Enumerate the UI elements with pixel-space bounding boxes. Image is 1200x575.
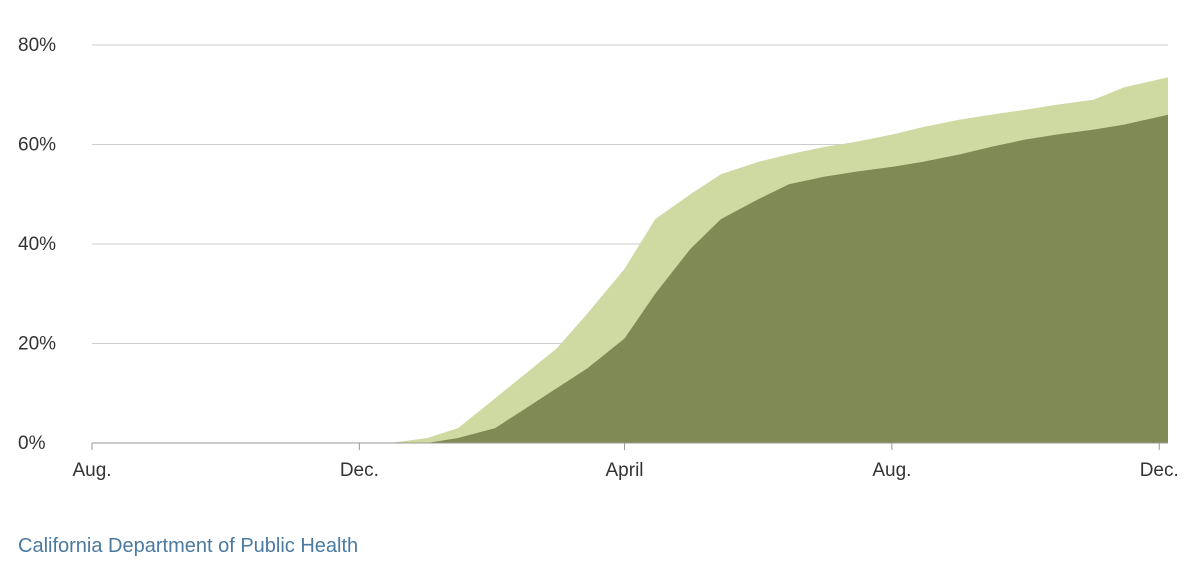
vaccination-area-chart: 0% 20% 40% 60% 80% Aug. Dec. April Aug. Dec. (18, 35, 1179, 481)
x-tick-label-2: April (606, 460, 644, 481)
y-tick-label-20: 20% (18, 334, 56, 355)
y-tick-label-60: 60% (18, 135, 56, 156)
area-series (390, 77, 1168, 444)
x-tick-label-4: Dec. (1140, 460, 1179, 481)
x-tick-label-1: Dec. (340, 460, 379, 481)
area-series-2 (427, 114, 1168, 443)
x-axis (91, 442, 1168, 450)
y-tick-label-80: 80% (18, 35, 56, 56)
x-axis-labels: Aug. Dec. April Aug. Dec. (72, 460, 1178, 481)
y-tick-label-40: 40% (18, 234, 56, 255)
x-tick-label-0: Aug. (72, 460, 111, 481)
y-tick-label-0: 0% (18, 433, 46, 454)
x-tick-label-3: Aug. (872, 460, 911, 481)
source-credit: California Department of Public Health (18, 535, 359, 557)
y-axis-labels: 0% 20% 40% 60% 80% (18, 35, 56, 454)
